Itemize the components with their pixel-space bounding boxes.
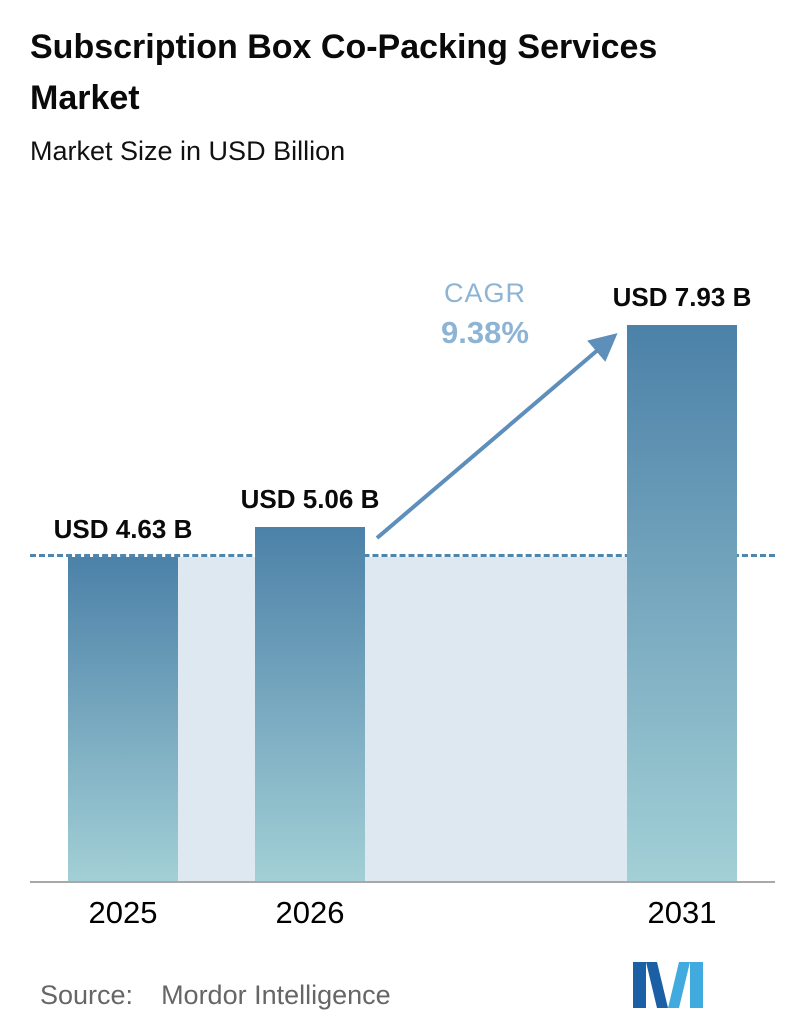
cagr-value: 9.38% <box>441 315 529 350</box>
bar-value-label-2031: USD 7.93 B <box>612 281 752 312</box>
bar-group-2026: USD 5.06 B 2026 <box>241 200 380 930</box>
cagr-annotation: CAGR 9.38% <box>400 278 570 351</box>
bar-group-2031: USD 7.93 B 2031 <box>613 200 752 930</box>
chart-subtitle: Market Size in USD Billion <box>30 136 346 166</box>
source-label: Source: <box>40 980 134 1010</box>
x-axis-line <box>30 881 775 883</box>
mordor-intelligence-logo <box>633 962 703 1008</box>
bar-2026 <box>255 526 365 883</box>
x-axis-label-2026: 2026 <box>275 895 345 930</box>
reference-band <box>68 557 737 883</box>
chart-title: Subscription Box Co-Packing Services Mar… <box>30 28 658 117</box>
bar-value-label-2026: USD 5.06 B <box>240 483 380 514</box>
source-value: Mordor Intelligence <box>161 980 391 1010</box>
x-axis-label-2025: 2025 <box>88 895 158 930</box>
cagr-label: CAGR <box>443 278 526 308</box>
source-note: Source: Mordor Intelligence <box>40 980 391 1011</box>
x-axis-label-2031: 2031 <box>647 895 717 930</box>
plot-area: USD 4.63 B 2025 USD 5.06 B 2026 USD 7.93… <box>30 200 775 930</box>
bar-group-2025: USD 4.63 B 2025 <box>54 200 193 930</box>
bar-2025 <box>68 557 178 883</box>
reference-dashed-line <box>30 554 775 558</box>
bar-2031 <box>627 324 737 883</box>
bar-value-label-2025: USD 4.63 B <box>53 514 193 545</box>
